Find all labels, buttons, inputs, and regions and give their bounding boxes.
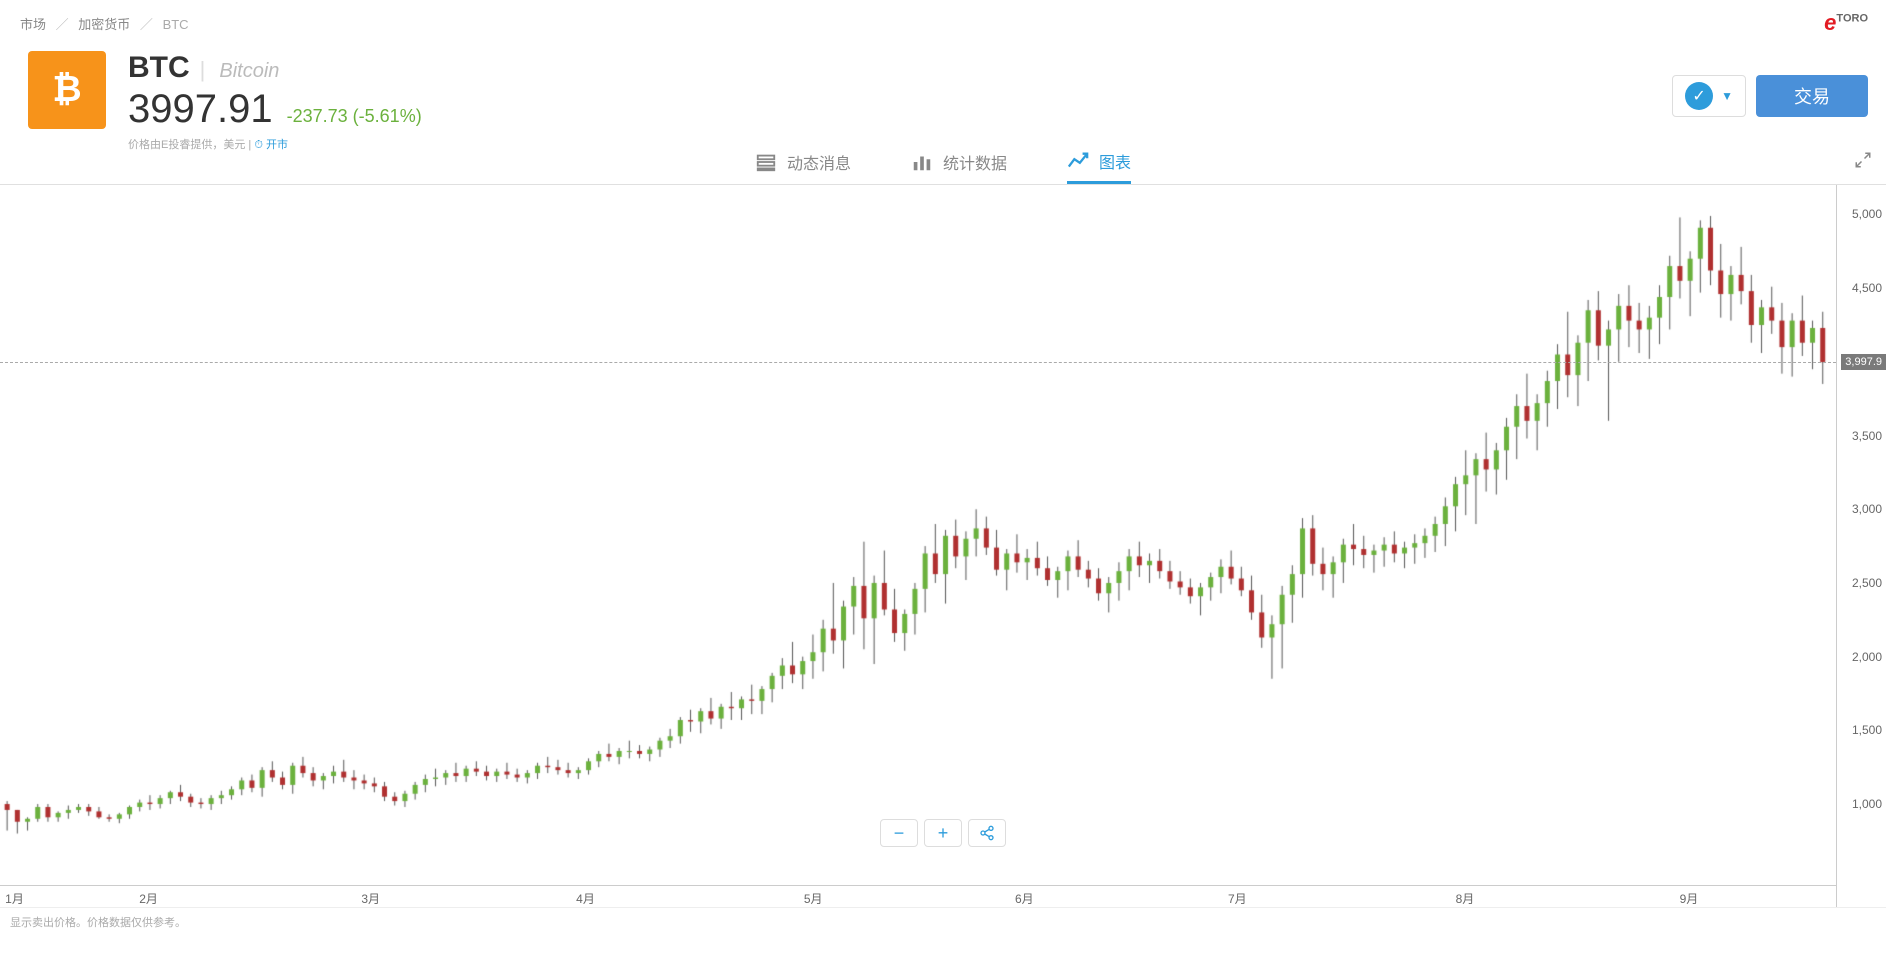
tab-feed[interactable]: 动态消息 (755, 140, 851, 184)
tab-stats[interactable]: 统计数据 (911, 140, 1007, 184)
x-axis: 1月2月3月4月5月6月7月8月9月 (0, 885, 1836, 907)
breadcrumb-l1[interactable]: 市场 (20, 17, 46, 32)
bitcoin-icon: ₿ (28, 51, 106, 129)
zoom-in-button[interactable]: + (924, 819, 962, 847)
header-region: 市场 ／ 加密货币 ／ BTC eTORO ₿ BTC | Bitcoin 39… (0, 0, 1886, 185)
asset-symbol: BTC (128, 51, 190, 85)
zoom-out-button[interactable]: − (880, 819, 918, 847)
chevron-down-icon: ▼ (1721, 89, 1733, 103)
footer-note: 显示卖出价格。价格数据仅供参考。 (0, 907, 1886, 936)
brand-logo: eTORO (1824, 10, 1868, 36)
chart-icon (1067, 150, 1089, 172)
y-axis: 1,0001,5002,0002,5003,0003,5004,0004,500… (1836, 185, 1886, 907)
price-line (0, 362, 1836, 363)
tab-chart[interactable]: 图表 (1067, 140, 1131, 184)
chart-area[interactable]: 1,0001,5002,0002,5003,0003,5004,0004,500… (0, 185, 1886, 907)
watchlist-button[interactable]: ✓ ▼ (1672, 75, 1746, 117)
candlestick-chart (0, 185, 1836, 863)
asset-price: 3997.91 (128, 87, 273, 132)
breadcrumb: 市场 ／ 加密货币 ／ BTC (0, 0, 1886, 33)
trade-button[interactable]: 交易 (1756, 75, 1868, 117)
feed-icon (755, 151, 777, 173)
breadcrumb-l3: BTC (163, 17, 189, 32)
asset-name: Bitcoin (219, 60, 279, 83)
expand-icon[interactable] (1854, 151, 1872, 174)
check-icon: ✓ (1685, 82, 1713, 110)
svg-text:₿: ₿ (52, 68, 81, 109)
share-button[interactable] (968, 819, 1006, 847)
price-label: 3,997.9 (1841, 354, 1886, 370)
asset-change: -237.73 (-5.61%) (287, 106, 422, 127)
breadcrumb-l2[interactable]: 加密货币 (78, 17, 130, 32)
stats-icon (911, 151, 933, 173)
